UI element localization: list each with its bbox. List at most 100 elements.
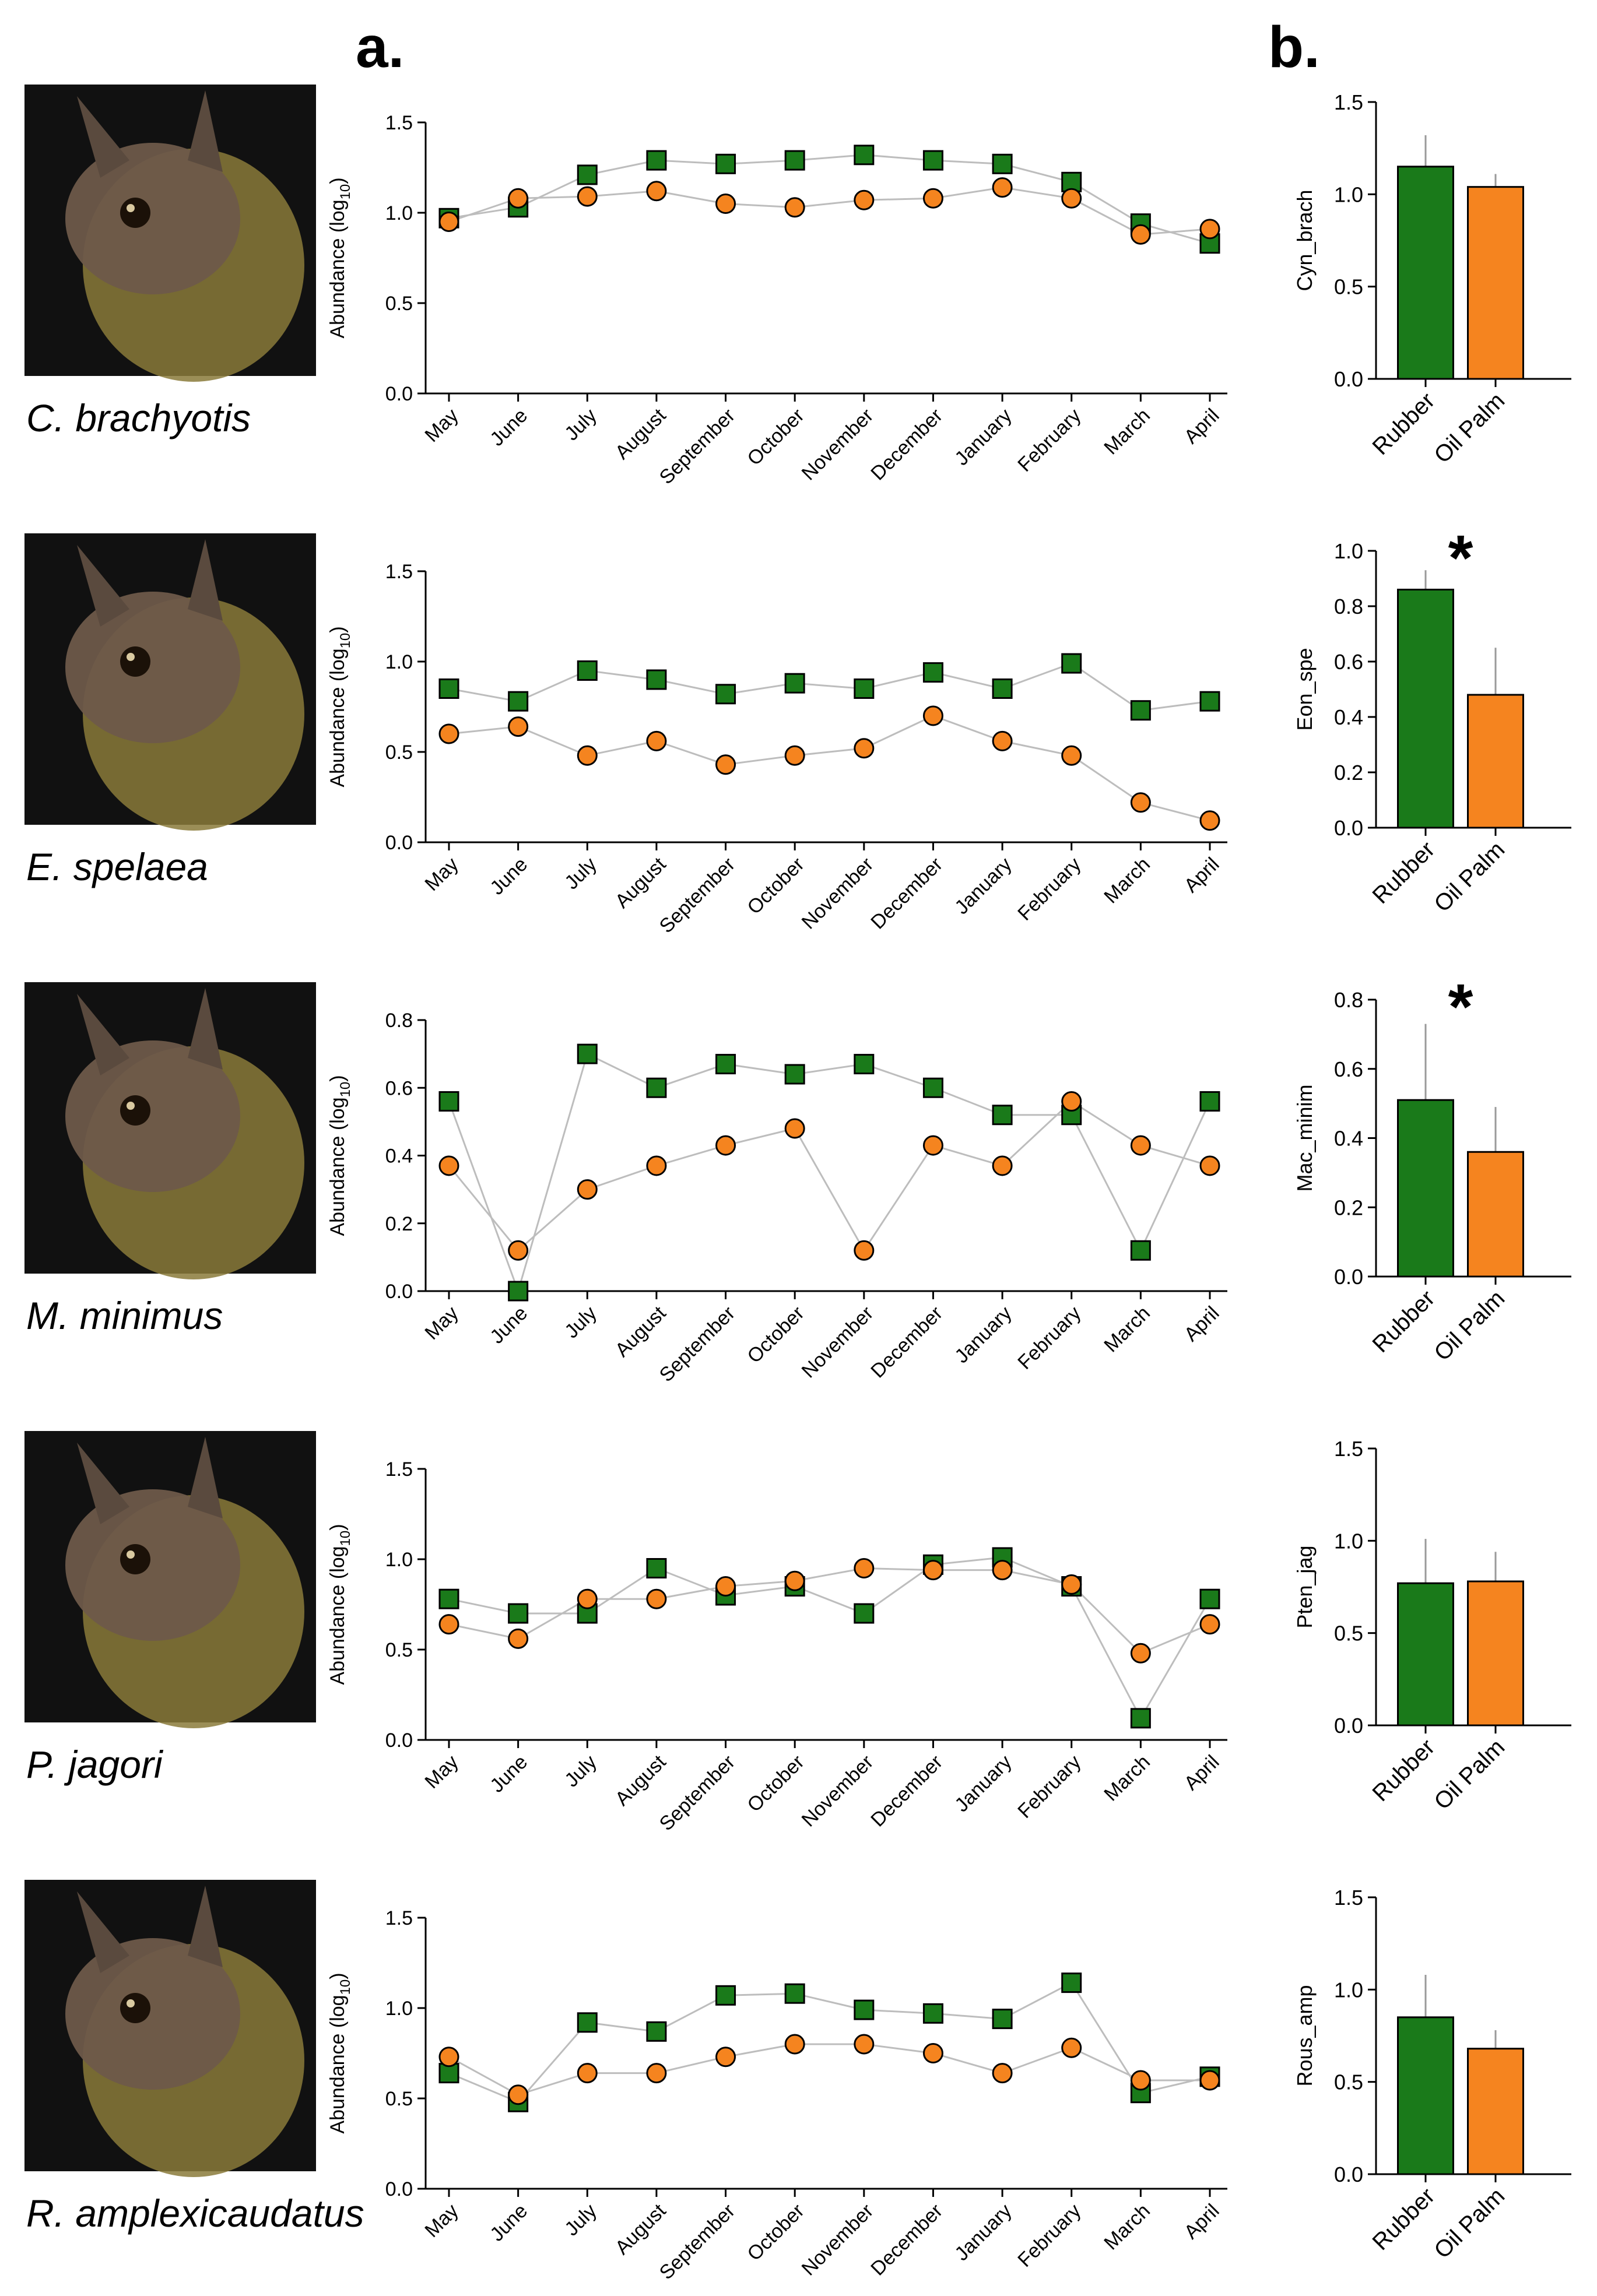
- oil-palm-point: [854, 1240, 875, 1261]
- bar-y-tick-label: 0.8: [1334, 988, 1363, 1012]
- bat-eye-glint-shape: [127, 653, 135, 661]
- species-name: C. brachyotis: [26, 396, 251, 439]
- rubber-point: [854, 1603, 875, 1624]
- bar-oil-palm: [1467, 1580, 1524, 1727]
- bat-photo: [24, 85, 316, 382]
- rubber-point: [715, 1054, 736, 1075]
- oil-palm-point: [1130, 2070, 1151, 2091]
- y-tick-label: 1.0: [385, 651, 413, 673]
- rubber-point: [854, 145, 875, 166]
- rubber-point: [646, 669, 667, 690]
- bar-y-tick-label: 0.5: [1334, 1622, 1363, 1645]
- rubber-point: [784, 673, 805, 694]
- significance-asterisk: *: [1448, 971, 1473, 1043]
- rubber-point: [577, 1043, 598, 1064]
- bar-rubber: [1397, 166, 1454, 380]
- oil-palm-point: [1061, 745, 1082, 766]
- rubber-point: [438, 1091, 459, 1112]
- oil-palm-point: [922, 188, 943, 209]
- oil-palm-point: [922, 705, 943, 726]
- bat-eye-glint-shape: [127, 1102, 135, 1110]
- rubber-point: [508, 1603, 529, 1624]
- y-tick-label: 0.0: [385, 2178, 413, 2200]
- oil-palm-point: [854, 2034, 875, 2055]
- y-tick-label: 0.8: [385, 1010, 413, 1032]
- bat-ear-right-shape: [188, 90, 223, 172]
- rubber-point: [992, 153, 1013, 174]
- y-tick-label: 0.0: [385, 383, 413, 405]
- oil-palm-point: [922, 2043, 943, 2063]
- bat-eye-shape: [120, 198, 150, 228]
- y-tick-label: 0.4: [385, 1145, 413, 1168]
- oil-palm-point: [508, 1628, 529, 1649]
- significance-asterisk: *: [1448, 522, 1473, 594]
- oil-palm-point: [646, 181, 667, 202]
- bat-ear-left-shape: [77, 994, 129, 1075]
- oil-palm-point: [438, 212, 459, 232]
- rubber-point: [646, 2021, 667, 2042]
- bar-y-tick-label: 0.5: [1334, 2070, 1363, 2094]
- y-tick-label: 1.0: [385, 202, 413, 224]
- rubber-point: [1199, 1091, 1220, 1112]
- y-axis-label-subscript: 10: [338, 633, 353, 649]
- bat-photo: [24, 533, 316, 831]
- oil-palm-point: [1199, 2070, 1220, 2091]
- species-name: E. spelaea: [26, 845, 208, 888]
- bar-y-tick-label: 1.0: [1334, 182, 1363, 206]
- bar-y-tick-label: 1.0: [1334, 1529, 1363, 1553]
- bar-oil-palm: [1467, 186, 1524, 380]
- y-tick-label: 1.5: [385, 561, 413, 583]
- bat-head-shape: [65, 1489, 240, 1641]
- bar-rubber: [1397, 2016, 1454, 2175]
- oil-palm-point: [784, 1118, 805, 1139]
- y-axis-label-subscript: 10: [338, 184, 353, 200]
- rubber-point: [992, 2009, 1013, 2030]
- oil-palm-point: [784, 1570, 805, 1591]
- rubber-point: [992, 678, 1013, 699]
- rubber-point: [992, 1105, 1013, 1126]
- y-tick-label: 0.5: [385, 2088, 413, 2110]
- y-axis-label: Abundance (log10): [327, 1972, 353, 2133]
- series-line-rubber: [448, 662, 1210, 712]
- bar-y-tick-label: 0.2: [1334, 761, 1363, 785]
- bar-y-tick-label: 1.5: [1334, 1886, 1363, 1910]
- bar-y-tick-label: 0.5: [1334, 275, 1363, 299]
- rubber-point: [438, 1588, 459, 1609]
- y-tick-label: 0.0: [385, 832, 413, 854]
- rubber-point: [1061, 653, 1082, 674]
- y-tick-label: 1.5: [385, 1458, 413, 1481]
- rubber-point: [1130, 1708, 1151, 1729]
- series-line-rubber: [448, 154, 1210, 245]
- oil-palm-point: [508, 716, 529, 737]
- rubber-point: [646, 1077, 667, 1098]
- y-axis-label-subscript: 10: [338, 1082, 353, 1098]
- oil-palm-point: [715, 2047, 736, 2068]
- y-axis-label-tail: ): [327, 1075, 349, 1081]
- rubber-point: [646, 1558, 667, 1578]
- bat-ear-right-shape: [188, 988, 223, 1070]
- oil-palm-point: [715, 194, 736, 214]
- y-axis-label-subscript: 10: [338, 1979, 353, 1995]
- bar-y-tick-label: 0.0: [1334, 1714, 1363, 1738]
- oil-palm-point: [784, 2034, 805, 2055]
- oil-palm-point: [715, 1576, 736, 1597]
- bar-y-tick-label: 0.4: [1334, 705, 1363, 729]
- series-line-oil-palm: [448, 1567, 1210, 1654]
- rubber-point: [854, 678, 875, 699]
- bar-y-tick-label: 1.5: [1334, 90, 1363, 114]
- panel-label-b: b.: [1268, 15, 1320, 80]
- bar-y-tick-label: 0.0: [1334, 816, 1363, 840]
- bar-y-tick-label: 0.4: [1334, 1127, 1363, 1151]
- oil-palm-point: [1130, 1643, 1151, 1664]
- y-tick-label: 0.6: [385, 1077, 413, 1099]
- oil-palm-point: [508, 188, 529, 209]
- series-line-oil-palm: [448, 1100, 1210, 1253]
- bat-photo: [24, 1880, 316, 2177]
- oil-palm-point: [438, 2047, 459, 2068]
- oil-palm-point: [1061, 188, 1082, 209]
- species-name: R. amplexicaudatus: [26, 2192, 364, 2235]
- series-line-rubber: [448, 1981, 1210, 2104]
- bat-ear-right-shape: [188, 1886, 223, 1967]
- y-tick-label: 0.0: [385, 1281, 413, 1303]
